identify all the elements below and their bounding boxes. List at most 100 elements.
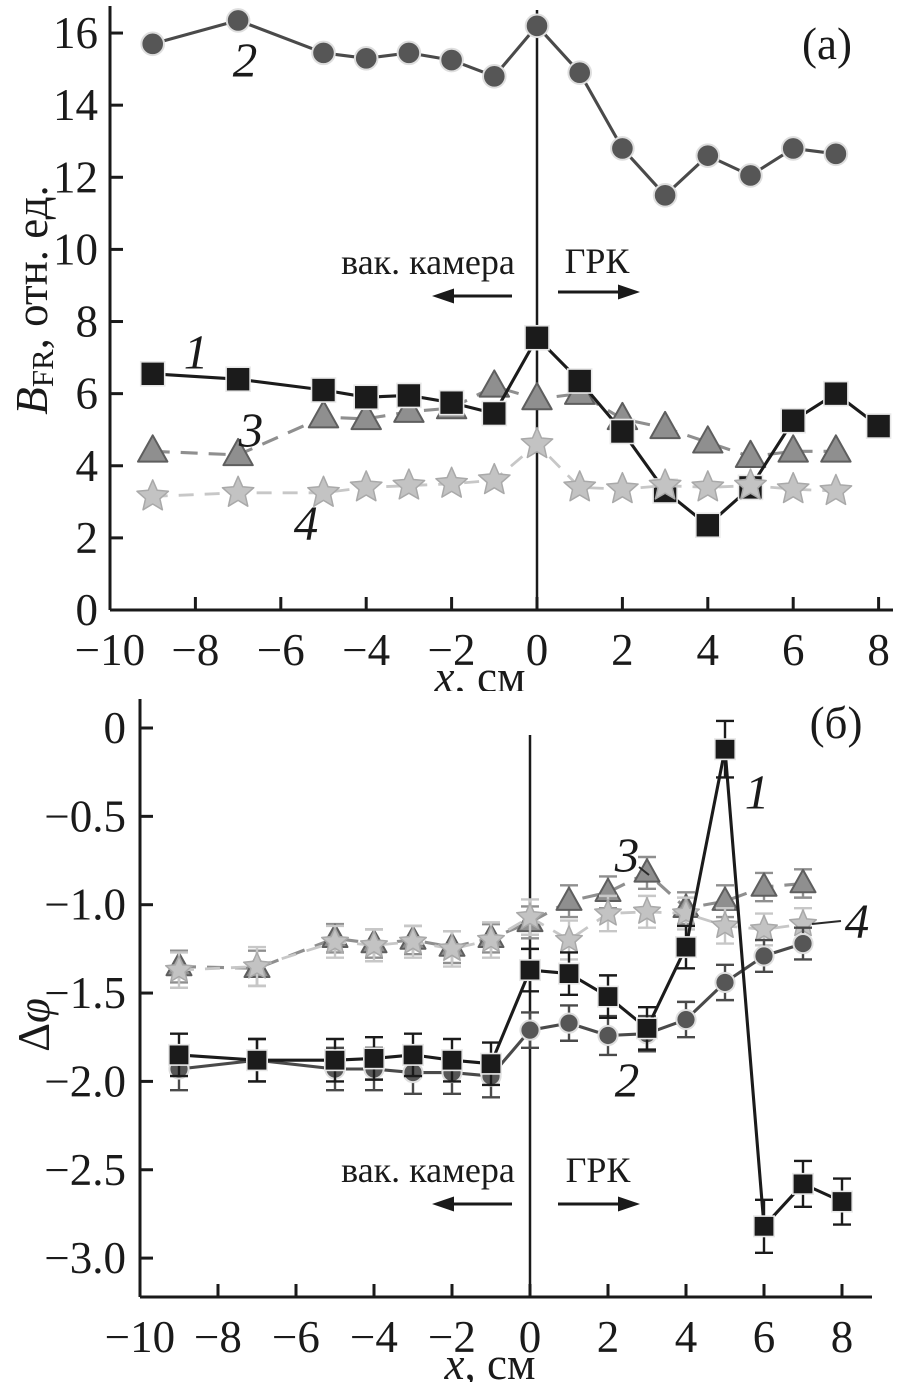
marker-square (139, 361, 166, 387)
series-3-line (178, 871, 804, 970)
marker-triangle (820, 434, 852, 463)
panel-letter: (б) (810, 698, 863, 748)
x-tick-label: 0 (519, 1312, 542, 1362)
x-tick-label: 4 (697, 625, 720, 675)
marker-triangle (649, 410, 681, 440)
marker-star (632, 896, 662, 924)
marker-triangle (222, 437, 254, 467)
marker-square (440, 1049, 463, 1072)
series-4-star (136, 426, 853, 511)
x-tick-label: −4 (350, 1312, 398, 1362)
series-label-4: 4 (845, 894, 870, 949)
marker-triangle (734, 439, 767, 468)
y-tick-label: 6 (76, 369, 99, 419)
marker-star (477, 462, 511, 495)
marker-circle (823, 141, 849, 167)
grk-arrow-right (558, 1196, 640, 1212)
marker-star (476, 925, 506, 953)
x-tick-label: −6 (272, 1312, 320, 1362)
marker-star (307, 475, 340, 507)
marker-circle (675, 1008, 697, 1031)
x-tick-label: −10 (75, 625, 145, 675)
marker-square (353, 384, 380, 411)
marker-square (865, 413, 892, 439)
marker-square (225, 366, 251, 393)
marker-square (596, 985, 619, 1008)
marker-square (168, 1043, 191, 1066)
series-label-1: 1 (745, 765, 770, 820)
marker-square (323, 1049, 346, 1072)
series-2-circle (140, 8, 849, 208)
label-leader-line (638, 866, 650, 876)
marker-square (401, 1043, 424, 1066)
marker-star (563, 470, 597, 502)
x-tick-label: −2 (428, 625, 476, 675)
marker-star (648, 468, 682, 500)
marker-star (320, 927, 350, 954)
marker-square (310, 377, 337, 403)
y-tick-label: −2.5 (44, 1145, 126, 1195)
marker-circle (753, 945, 775, 967)
x-tick-label: 4 (675, 1312, 698, 1362)
grk-arrow-right-head (618, 1196, 640, 1212)
marker-star (520, 426, 554, 459)
vacuum-chamber-arrow-left (432, 1196, 512, 1212)
y-tick-label: 8 (76, 297, 99, 347)
y-tick-label: −2.0 (44, 1056, 126, 1106)
marker-square (713, 738, 736, 761)
y-tick-label: 12 (53, 152, 98, 202)
marker-triangle (393, 394, 425, 423)
x-tick-label: 6 (753, 1312, 776, 1362)
marker-circle (610, 136, 635, 161)
marker-square (479, 1052, 502, 1075)
series-1-line (152, 336, 880, 527)
marker-star (593, 898, 623, 926)
marker-square (396, 382, 422, 409)
x-tick-label: 6 (782, 625, 805, 675)
vacuum-chamber-label: вак. камера (341, 1150, 515, 1190)
y-tick-label: 4 (76, 441, 99, 491)
marker-circle (695, 143, 721, 168)
marker-square (362, 1047, 385, 1070)
marker-square (566, 368, 593, 394)
x-tick-label: 2 (597, 1312, 620, 1362)
marker-triangle (350, 401, 382, 431)
series-label-2: 2 (233, 33, 258, 88)
marker-star (435, 466, 469, 498)
series-label-4: 4 (294, 496, 319, 551)
x-tick-label: −6 (257, 625, 305, 675)
grk-label: ГРК (565, 241, 631, 281)
marker-triangle (692, 425, 724, 454)
series-label-3: 3 (614, 828, 640, 883)
x-tick-label: −8 (194, 1312, 242, 1362)
series-1-square (168, 719, 853, 1254)
marker-circle (524, 13, 550, 39)
x-tick-label: −8 (171, 625, 219, 675)
axes: −10 −8 −6 −4 −2 0 2 4 6 8 0 −0.5 −1.0 −1.5 −2.0 −2.5 −3.… (44, 699, 872, 1362)
marker-circle (792, 932, 814, 955)
y-tick-label: 0 (104, 703, 127, 753)
marker-square (246, 1049, 269, 1072)
marker-star (515, 902, 545, 930)
marker-circle (738, 163, 763, 188)
y-tick-label: −0.5 (44, 791, 126, 841)
series-label-3: 3 (238, 403, 264, 458)
panel-b-chart: −10 −8 −6 −4 −2 0 2 4 6 8 0 −0.5 −1.0 −1.5 −2.0 −2.5 −3.… (9, 698, 872, 1382)
marker-square (481, 400, 508, 427)
marker-circle (780, 136, 806, 161)
marker-square (609, 418, 636, 445)
marker-circle (311, 40, 336, 66)
marker-square (752, 1215, 775, 1238)
marker-triangle (555, 886, 583, 911)
marker-circle (439, 47, 464, 73)
grk-arrow-right-head (618, 284, 640, 300)
marker-square (518, 959, 541, 982)
grk-label: ГРК (566, 1150, 632, 1190)
vacuum-chamber-arrow-left-head (432, 288, 454, 304)
marker-square (438, 389, 465, 416)
marker-triangle (777, 434, 809, 463)
marker-circle (482, 64, 507, 89)
marker-triangle (633, 858, 661, 883)
marker-circle (558, 1012, 580, 1034)
